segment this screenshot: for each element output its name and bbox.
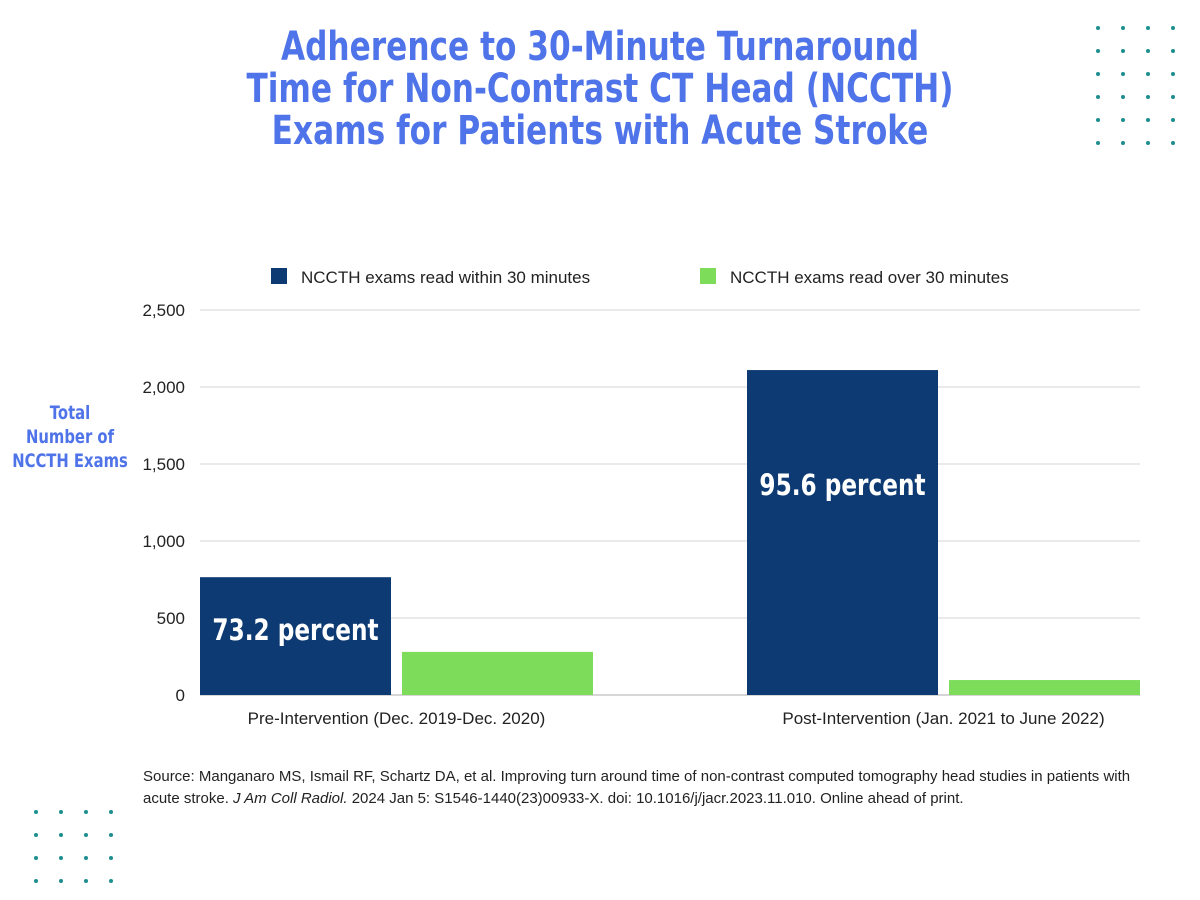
source-suffix: 2024 Jan 5: S1546-1440(23)00933-X. doi: … — [347, 790, 964, 807]
bar-over-30-min — [402, 651, 593, 695]
chart-title-line-1: Adherence to 30-Minute Turnaround — [280, 24, 920, 70]
bar-within-30-min — [747, 370, 938, 695]
decorative-dots-bottom-left — [34, 810, 134, 883]
y-tick-label: 2,500 — [142, 301, 185, 320]
chart-title-line-3: Exams for Patients with Acute Stroke — [271, 108, 929, 154]
bar-data-label: 73.2 percent — [212, 615, 378, 648]
legend-label: NCCTH exams read within 30 minutes — [301, 268, 590, 287]
y-tick-label: 0 — [176, 686, 185, 705]
chart-title: Adherence to 30-Minute Turnaround Time f… — [132, 26, 1068, 152]
source-prefix: Source: Manganaro MS, Ismail RF, Schartz… — [143, 768, 1131, 807]
y-axis-label-line: Number of — [26, 426, 115, 448]
chart-title-line-2: Time for Non-Contrast CT Head (NCCTH) — [246, 66, 954, 112]
y-axis-label-line: Total — [50, 402, 90, 424]
source-citation: Source: Manganaro MS, Ismail RF, Schartz… — [143, 766, 1133, 810]
y-tick-label: 1,000 — [142, 532, 185, 551]
x-category-label: Post-Intervention (Jan. 2021 to June 202… — [782, 709, 1104, 728]
source-journal: J Am Coll Radiol. — [233, 790, 348, 807]
y-tick-label: 500 — [157, 609, 185, 628]
y-tick-label: 2,000 — [142, 378, 185, 397]
y-tick-label: 1,500 — [142, 455, 185, 474]
x-category-label: Pre-Intervention (Dec. 2019-Dec. 2020) — [248, 709, 546, 728]
bar-within-30-min — [200, 577, 391, 695]
y-axis-label-line: NCCTH Exams — [12, 450, 128, 472]
bar-over-30-min — [949, 680, 1140, 695]
legend-swatch — [700, 268, 716, 284]
legend-swatch — [271, 268, 287, 284]
legend-label: NCCTH exams read over 30 minutes — [730, 268, 1009, 287]
bar-data-label: 95.6 percent — [759, 470, 925, 503]
decorative-dots-top-right — [1096, 26, 1196, 145]
